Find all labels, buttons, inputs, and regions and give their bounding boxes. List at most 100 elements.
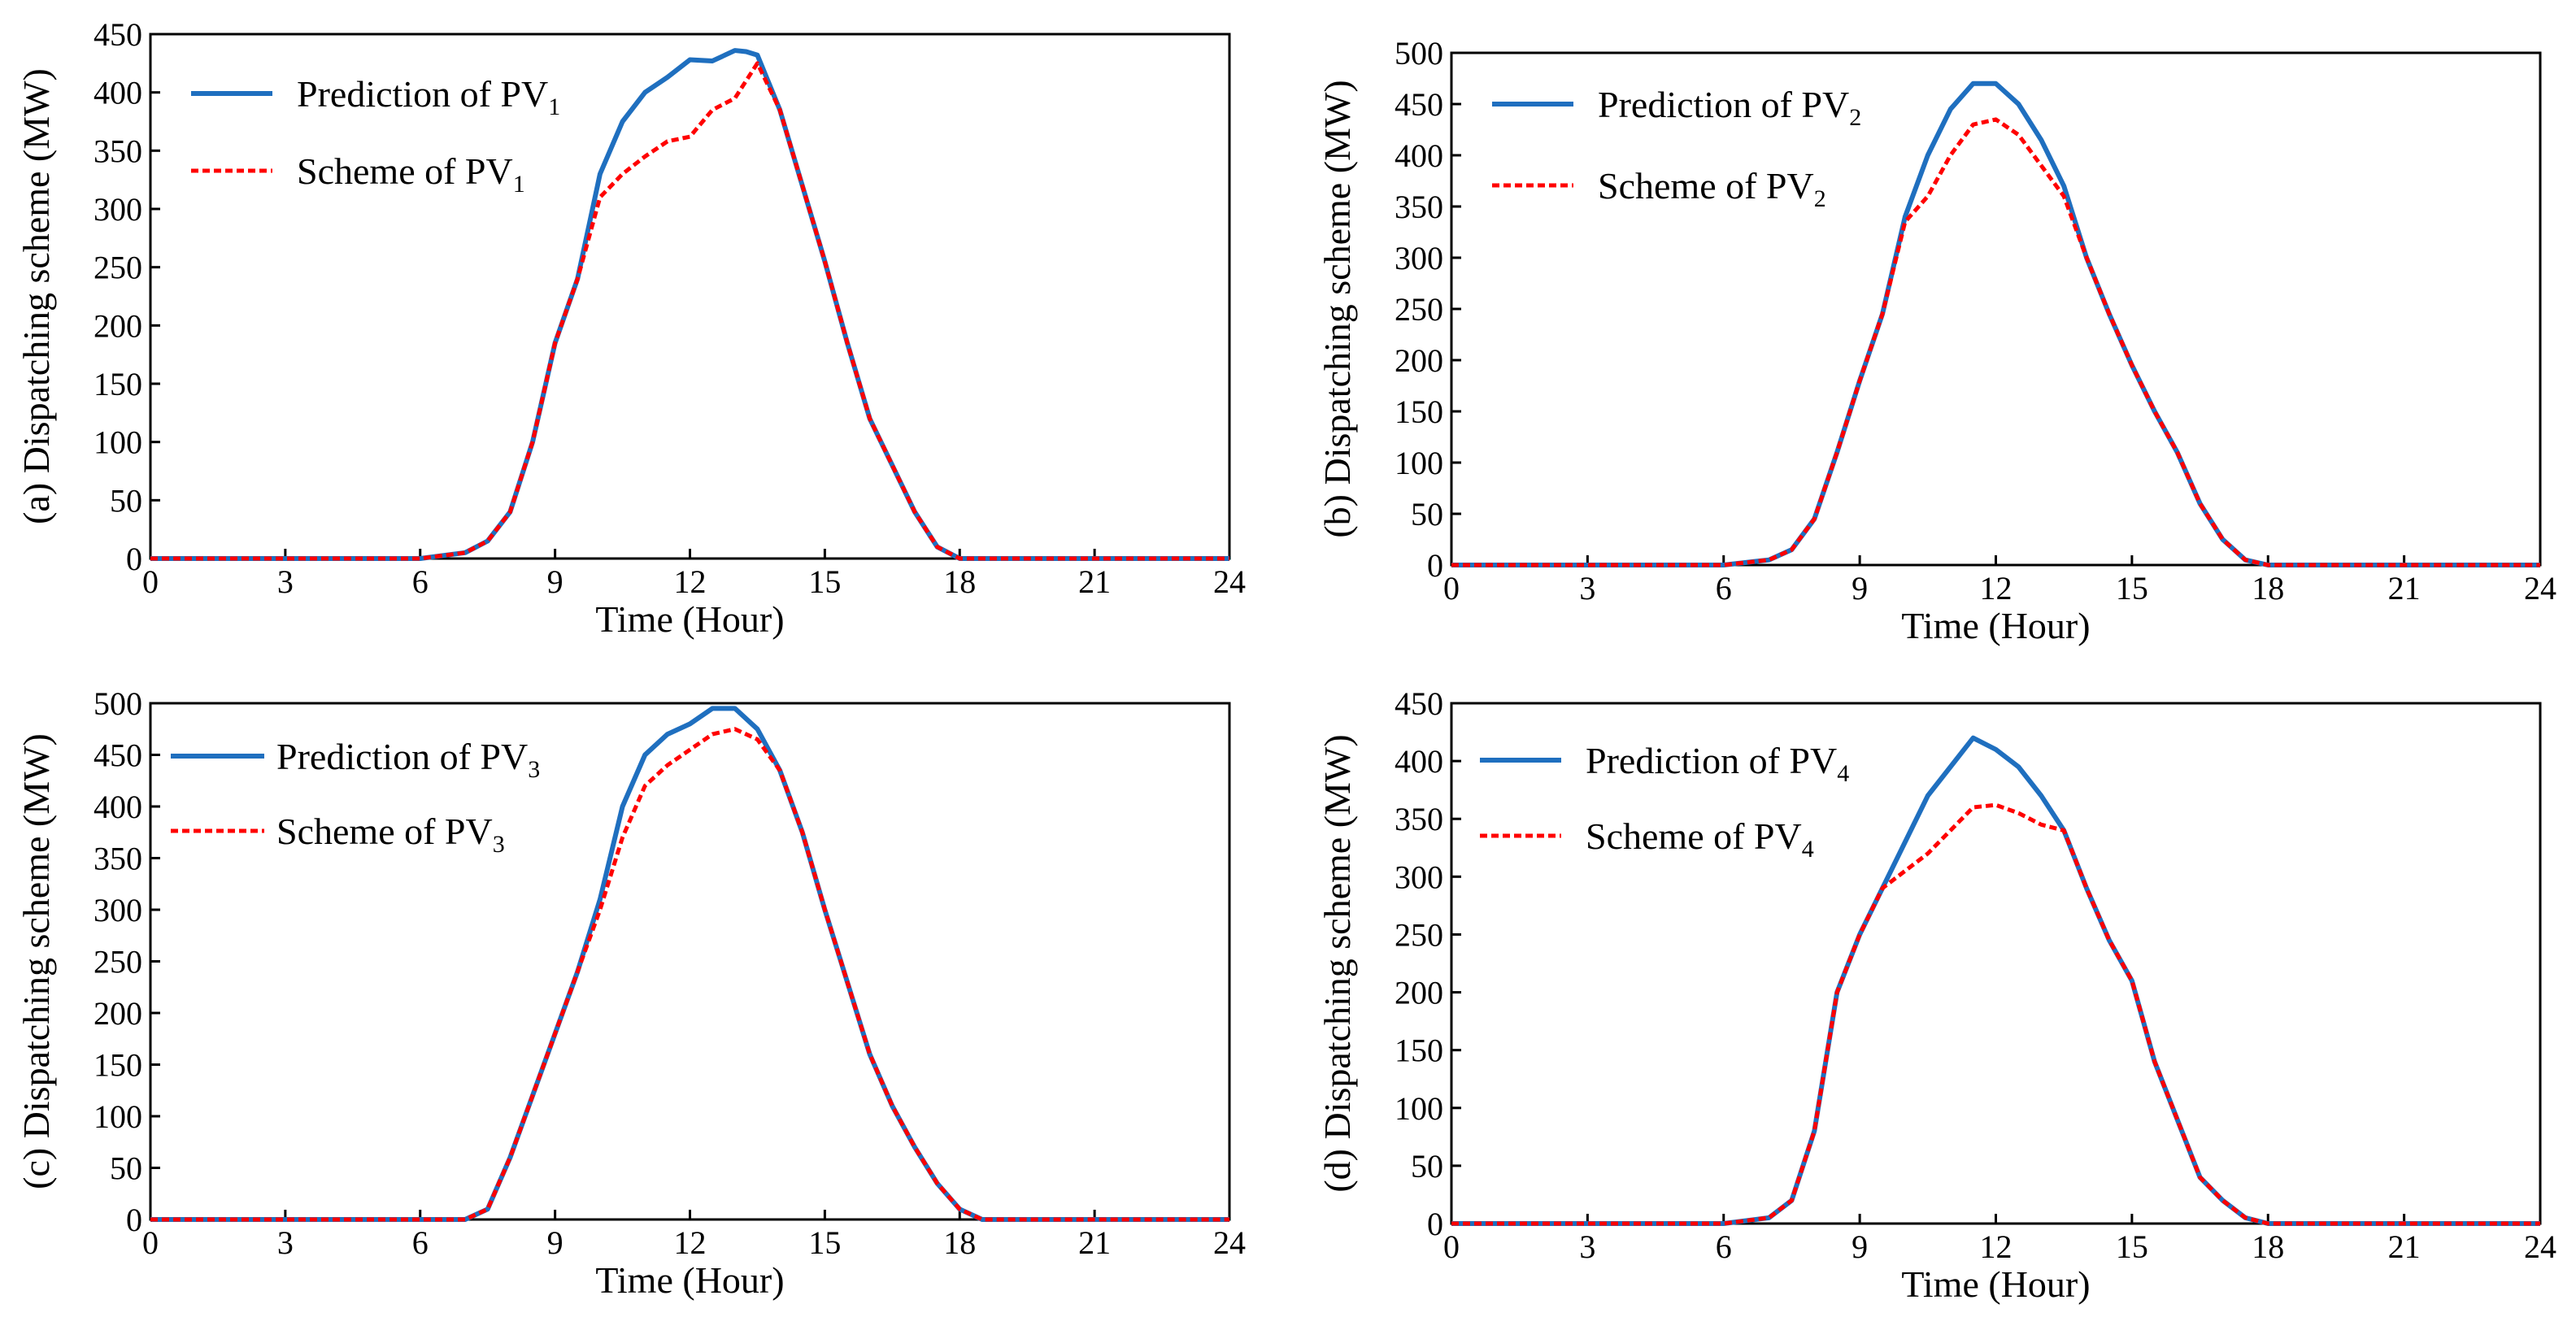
x-axis-label: Time (Hour) [595,598,784,640]
x-tick-label: 3 [1579,570,1595,606]
x-tick-label: 6 [1716,1228,1732,1265]
y-tick-label: 100 [94,424,142,461]
legend-label-prediction: Prediction of PV3 [276,736,540,783]
y-tick-label: 0 [1427,547,1443,584]
y-tick-label: 350 [94,841,142,877]
y-tick-label: 0 [126,1202,142,1238]
series-line-prediction [150,48,1229,561]
y-tick-label: 300 [94,191,142,228]
y-tick-label: 500 [94,685,142,722]
x-tick-label: 18 [943,1224,976,1261]
x-tick-label: 24 [1213,563,1246,600]
y-tick-label: 300 [94,892,142,928]
x-tick-label: 3 [1579,1228,1595,1265]
chart-panel-a: 0 3 6 9 12 15 18 21 24 0 50 100 150 200 250 300 350 400 45… [15,16,1246,640]
y-tick-label: 400 [94,789,142,825]
x-tick-label: 0 [142,563,159,600]
x-tick-label: 18 [943,563,976,600]
x-tick-label: 15 [808,1224,841,1261]
x-tick-label: 24 [2524,570,2556,606]
series-line-prediction [1451,80,2540,567]
y-tick-label: 300 [1395,240,1443,276]
y-tick-label: 50 [110,1150,142,1187]
legend-label-scheme: Scheme of PV4 [1586,815,1814,863]
series-line-scheme [1451,117,2540,567]
x-tick-label: 21 [2388,570,2421,606]
y-axis-label: (d) Dispatching scheme (MW) [1316,734,1358,1192]
y-tick-label: 450 [94,737,142,774]
y-tick-label: 0 [126,541,142,577]
series-line-prediction [1451,735,2540,1226]
x-tick-label: 24 [1213,1224,1246,1261]
x-tick-label: 0 [142,1224,159,1261]
x-tick-label: 9 [1852,570,1868,606]
y-tick-label: 50 [1411,496,1443,533]
chart-panel-c: 0 3 6 9 12 15 18 21 2405010015020025030035040045… [15,685,1246,1301]
y-tick-label: 300 [1395,859,1443,895]
y-tick-label: 0 [1427,1206,1443,1242]
x-tick-label: 12 [1980,570,2012,606]
plot-frame [1450,702,2542,1225]
x-tick-label: 9 [1852,1228,1868,1265]
legend-label-scheme: Scheme of PV2 [1598,165,1826,212]
y-tick-label: 350 [1395,189,1443,225]
y-tick-label: 250 [1395,916,1443,953]
x-tick-label: 21 [1078,563,1111,600]
y-tick-label: 450 [1395,86,1443,123]
series-line-prediction [150,706,1229,1222]
legend-label-prediction: Prediction of PV1 [297,73,560,120]
x-tick-label: 6 [412,1224,429,1261]
x-tick-label: 9 [547,563,564,600]
series-line-scheme [150,61,1229,561]
series-line-scheme [150,727,1229,1222]
plot-frame [149,702,1231,1221]
x-axis-label: Time (Hour) [1901,605,2090,646]
y-tick-label: 400 [1395,137,1443,174]
x-tick-label: 6 [412,563,429,600]
y-tick-label: 200 [94,307,142,344]
x-tick-label: 3 [277,1224,294,1261]
y-tick-label: 250 [1395,291,1443,328]
y-tick-label: 100 [1395,1090,1443,1127]
legend-label-scheme: Scheme of PV3 [276,811,505,858]
x-tick-label: 0 [1443,570,1460,606]
y-tick-label: 100 [94,1098,142,1135]
plot-frame [1450,51,2542,567]
y-tick-label: 200 [1395,975,1443,1011]
legend-label-prediction: Prediction of PV4 [1586,740,1849,787]
x-tick-label: 3 [277,563,294,600]
y-axis-label: (b) Dispatching scheme (MW) [1316,80,1358,537]
y-tick-label: 350 [94,133,142,169]
y-tick-label: 100 [1395,445,1443,481]
y-axis-label: (c) Dispatching scheme (MW) [15,733,57,1189]
x-tick-label: 0 [1443,1228,1460,1265]
x-tick-label: 18 [2252,1228,2284,1265]
y-tick-label: 400 [94,75,142,111]
series-line-scheme [1451,802,2540,1226]
y-tick-label: 250 [94,250,142,286]
x-tick-label: 9 [547,1224,564,1261]
x-axis-label: Time (Hour) [1901,1263,2090,1305]
x-tick-label: 24 [2524,1228,2556,1265]
legend-label-prediction: Prediction of PV2 [1598,84,1861,131]
y-tick-label: 200 [94,995,142,1032]
x-tick-label: 12 [674,1224,707,1261]
y-tick-label: 50 [1411,1148,1443,1185]
y-tick-label: 150 [1395,1033,1443,1069]
x-tick-label: 18 [2252,570,2284,606]
x-tick-label: 15 [808,563,841,600]
y-axis-label: (a) Dispatching scheme (MW) [15,68,57,524]
x-tick-label: 12 [1980,1228,2012,1265]
y-tick-label: 500 [1395,35,1443,72]
legend-label-scheme: Scheme of PV1 [297,150,525,198]
x-axis-label: Time (Hour) [595,1259,784,1301]
y-tick-label: 250 [94,944,142,980]
y-tick-label: 150 [94,1047,142,1084]
x-tick-label: 21 [2388,1228,2421,1265]
x-tick-label: 15 [2116,1228,2148,1265]
y-tick-label: 350 [1395,801,1443,837]
y-tick-label: 400 [1395,743,1443,780]
x-tick-label: 21 [1078,1224,1111,1261]
chart-panel-b: 0 3 6 9 12 15 18 21 24 0 50 100 150 200 250 300 350 400 45… [1316,35,2556,646]
